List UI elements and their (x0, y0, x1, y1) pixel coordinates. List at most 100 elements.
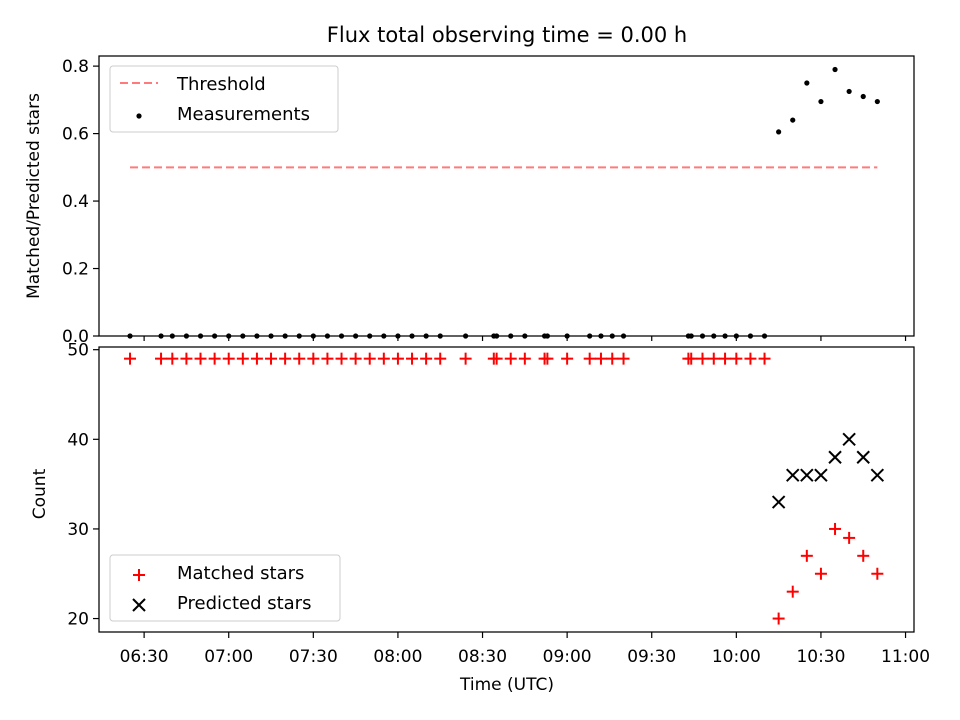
bottom-x-tick-label: 11:00 (881, 647, 930, 667)
measurements-series (127, 66, 880, 339)
measurement-point (722, 333, 728, 339)
matched-star-point (265, 352, 278, 365)
measurement-point (310, 333, 316, 339)
matched-star-point (814, 567, 827, 580)
matched-star-point (459, 352, 472, 365)
predicted-star-point-b (842, 432, 856, 447)
matched-star-point (307, 352, 320, 365)
predicted-star-point (814, 468, 828, 482)
bottom-x-tick-label: 06:30 (120, 647, 169, 667)
matched-star-point (420, 352, 433, 365)
measurements-legend-marker (136, 113, 142, 119)
measurement-point (564, 333, 570, 339)
top-y-axis: 0.0 0.2 0.4 0.6 0.8 (62, 57, 99, 347)
predicted-stars-legend-label: Predicted stars (177, 593, 311, 614)
measurement-point (494, 333, 500, 339)
x-axis-label: Time (UTC) (459, 675, 554, 695)
matched-star-point (617, 352, 630, 365)
measurement-point (874, 98, 880, 105)
matched-star-point (377, 352, 390, 365)
matched-star-point (857, 549, 870, 562)
matched-star-point (293, 352, 306, 365)
measurement-point (367, 333, 373, 339)
predicted-stars-series (771, 432, 885, 509)
predicted-star-point (856, 450, 870, 464)
predicted-star-point-b (828, 450, 842, 464)
measurement-point (381, 333, 387, 339)
top-legend-box (109, 65, 339, 133)
measurement-point (598, 333, 604, 339)
matched-star-point (730, 352, 743, 365)
measurement-point (463, 333, 469, 339)
matched-star-point (786, 585, 799, 598)
measurement-point (544, 333, 550, 339)
top-y-tick-label: 0.2 (62, 260, 89, 280)
matched-star-point (406, 352, 419, 365)
top-y-tick-label: 0.4 (62, 192, 89, 212)
measurement-point (240, 333, 246, 339)
predicted-star-point-b (856, 450, 870, 464)
bottom-y-tick-label: 40 (67, 430, 89, 450)
matched-star-point (321, 352, 334, 365)
matched-star-point (707, 352, 720, 365)
measurement-point (747, 333, 754, 339)
matched-star-point (561, 352, 574, 365)
matched-star-point (504, 352, 517, 365)
measurement-point (437, 333, 443, 339)
measurement-point (409, 333, 415, 339)
matched-star-point (594, 352, 607, 365)
predicted-star-point (828, 450, 842, 464)
bottom-x-tick-label: 10:00 (712, 647, 761, 667)
matched-star-point (541, 352, 554, 365)
measurement-point (197, 333, 204, 339)
matched-star-point (391, 352, 404, 365)
bottom-legend: Matched stars Predicted stars (109, 554, 341, 622)
predicted-star-point (870, 468, 885, 482)
top-y-tick-label: 0.6 (62, 125, 89, 145)
matched-star-point (583, 352, 596, 365)
measurement-point (183, 333, 190, 339)
predicted-star-point-b (814, 468, 828, 482)
predicted-star-point (771, 495, 786, 509)
matched-star-point (843, 531, 856, 544)
measurement-point (804, 80, 810, 86)
matched-star-point (363, 352, 376, 365)
matched-star-point (194, 352, 207, 365)
measurement-point (296, 333, 302, 339)
measurement-point (423, 333, 429, 339)
matched-star-point (236, 352, 249, 365)
matched-star-point (871, 567, 884, 580)
matched-star-point (434, 352, 447, 365)
chart-title: Flux total observing time = 0.00 h (327, 23, 687, 47)
top-y-tick-label: 0.0 (62, 327, 89, 347)
matched-star-point (719, 352, 732, 365)
measurement-point (522, 333, 528, 339)
matched-star-point (180, 352, 193, 365)
top-plot-area (98, 55, 915, 337)
bottom-y-axis-label: Count (30, 468, 50, 519)
measurement-point (395, 333, 401, 339)
predicted-star-point-b (786, 468, 800, 482)
matched-star-point (744, 352, 757, 365)
bottom-x-tick-label: 09:30 (627, 647, 676, 667)
top-y-axis-label: Matched/Predicted stars (24, 93, 44, 299)
measurements-legend-label: Measurements (177, 104, 310, 125)
measurement-point (508, 333, 514, 339)
measurement-point (860, 93, 866, 100)
bottom-y-axis: 20 30 40 50 (67, 341, 99, 630)
matched-star-point (250, 352, 263, 365)
measurement-point (776, 129, 782, 135)
matched-star-point (155, 352, 168, 365)
bottom-x-tick-label: 09:00 (543, 647, 592, 667)
matched-star-point (349, 352, 362, 365)
flux-ratio-panel: Flux total observing time = 0.00 h 0.0 0.… (24, 23, 915, 347)
measurement-point (790, 117, 796, 123)
measurement-point (226, 333, 232, 339)
matched-star-point (124, 352, 137, 365)
matched-star-point (166, 352, 179, 365)
measurement-point (324, 333, 331, 339)
measurement-point (169, 333, 175, 339)
bottom-x-tick-label: 07:00 (204, 647, 253, 667)
matched-star-point (490, 352, 503, 365)
